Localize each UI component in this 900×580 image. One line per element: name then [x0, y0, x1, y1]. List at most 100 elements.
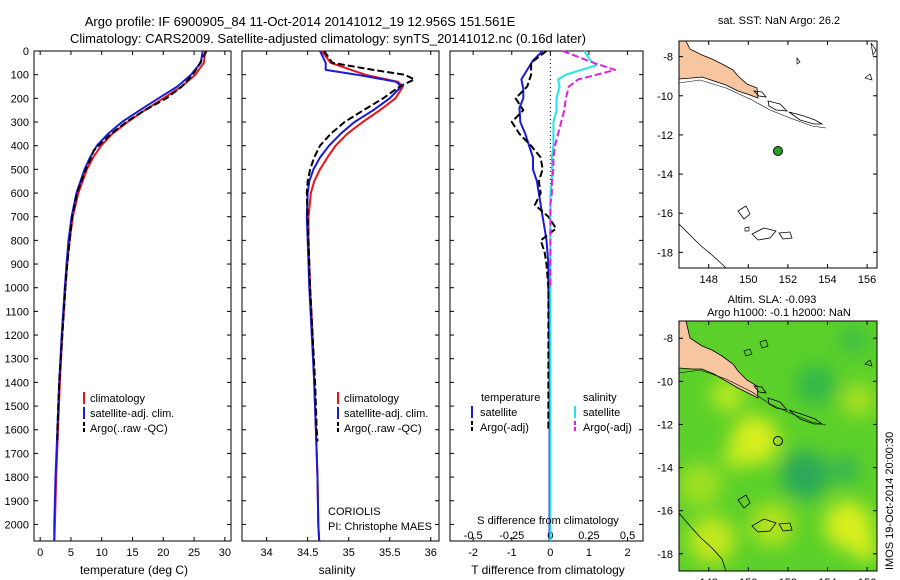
map-y-tick-label: -16 [657, 208, 673, 220]
y-tick-label: 300 [11, 117, 29, 129]
series-line-argo [305, 50, 416, 442]
x-tick-label: 35 [343, 547, 355, 559]
map-y-tick-label: -16 [657, 506, 673, 518]
series-line-argo [56, 50, 208, 442]
y-tick-label: 0 [23, 46, 29, 58]
legend-header-temperature: temperature [481, 392, 540, 404]
x-tick-label: 36 [425, 547, 437, 559]
x-tick-label: 1 [586, 547, 592, 559]
x-tick-label: 5 [68, 547, 74, 559]
x-tick-label: 20 [157, 547, 169, 559]
island-small-3 [752, 90, 767, 98]
y-tick-label: 800 [11, 235, 29, 247]
map-x-tick-label: 156 [858, 274, 876, 286]
island-small-1 [767, 100, 789, 112]
x-tick-label: 30 [219, 547, 231, 559]
imos-timestamp: IMOS 19-Oct-2014 20:00:30 [884, 432, 896, 570]
sla-map-axes: 148 150 152 154 156 -8 -10 -12 -14 -16 -18 [657, 321, 877, 580]
x-tick-label: 34 [261, 547, 273, 559]
secondary-x-tick-label: -0.5 [464, 530, 483, 542]
y-tick-label: 1900 [5, 496, 29, 508]
y-tick-label: 900 [11, 259, 29, 271]
y-tick-label: 2000 [5, 519, 29, 531]
series-line-t-satellite [518, 50, 551, 541]
sla-map-title-line-1: Altim. SLA: -0.093 [728, 294, 817, 306]
island-small-3 [753, 385, 767, 394]
salinity-plot-frame [241, 50, 440, 542]
map-y-tick-label: -14 [657, 169, 673, 181]
float-position-marker-sla [773, 436, 783, 446]
x-tick-label: 0 [37, 547, 43, 559]
coast-australia [679, 223, 727, 268]
series-line-s-argo [549, 50, 617, 288]
title-line-1: Argo profile: IF 6900905_84 11-Oct-2014 … [85, 14, 516, 29]
map-y-tick-label: -14 [657, 463, 673, 475]
sst-map-axes: 148 150 152 154 156 -8 -10 -12 -14 -16 -18 [657, 41, 877, 286]
x-tick-label: 0 [547, 547, 553, 559]
difference-xlabel: T difference from climatology [471, 563, 625, 577]
x-tick-label: -2 [468, 547, 478, 559]
map-y-tick-label: -18 [657, 549, 673, 561]
legend-label-climatology: climatology [90, 393, 146, 405]
credit-coriolis: CORIOLIS [328, 506, 381, 518]
salinity-legend: climatology satellite-adj. clim. Argo(..… [337, 392, 428, 435]
x-tick-label: 15 [126, 547, 138, 559]
island-on-land-1 [743, 348, 753, 357]
legend-label-t-satellite: satellite [480, 407, 517, 419]
shelf-contour [679, 79, 827, 129]
island-on-land-2 [759, 339, 769, 349]
legend-label-satellite: satellite-adj. clim. [90, 408, 174, 420]
island-louisiade-2 [751, 518, 777, 533]
island-louisiade-3 [778, 522, 793, 532]
map-x-tick-label: 150 [739, 577, 757, 580]
series-line-climatology [53, 50, 207, 542]
legend-label-climatology: climatology [344, 393, 400, 405]
legend-header-salinity: salinity [583, 392, 617, 404]
series-line-t-argo [510, 50, 558, 430]
temperature-xlabel: temperature (deg C) [80, 563, 188, 577]
island-louisiade-1 [737, 494, 751, 509]
sst-map-title: sat. SST: NaN Argo: 26.2 [718, 15, 840, 27]
sla-map [679, 321, 877, 571]
x-tick-label: 34.5 [297, 547, 318, 559]
coast-australia [679, 512, 727, 571]
legend-label-argo: Argo(..raw -QC) [344, 423, 422, 435]
sst-map-frame [678, 40, 878, 269]
secondary-x-tick-label: 0.5 [620, 530, 635, 542]
series-line-satellite [305, 50, 403, 542]
map-x-tick-label: 152 [779, 274, 797, 286]
map-y-tick-label: -8 [663, 333, 673, 345]
map-y-tick-label: -12 [657, 419, 673, 431]
difference-legend: temperature salinity satellite Argo(-adj… [471, 392, 632, 434]
island-louisiade-3 [778, 231, 793, 240]
depth-axis-labels: 0 100 200 300 400 500 600 700 800 900 1000 1100 1200… [5, 46, 29, 531]
y-tick-label: 1000 [5, 283, 29, 295]
legend-label-s-argo: Argo(-adj) [583, 422, 632, 434]
sla-map-frame [678, 320, 878, 572]
map-x-tick-label: 154 [818, 577, 836, 580]
series-line-satellite [53, 50, 204, 541]
y-tick-label: 400 [11, 141, 29, 153]
y-tick-label: 1700 [5, 448, 29, 460]
secondary-x-tick-label: 0.25 [578, 530, 599, 542]
x-tick-label: 25 [188, 547, 200, 559]
difference-secondary-xlabel: S difference from climatology [477, 515, 619, 527]
x-tick-label: -1 [507, 547, 517, 559]
legend-label-s-satellite: satellite [583, 407, 620, 419]
sla-map-title-line-2: Argo h1000: -0.1 h2000: NaN [707, 307, 851, 319]
y-tick-label: 600 [11, 188, 29, 200]
difference-panel: -2 -1 0 1 2-0.5 -0.25 0 0.25 0.5 [450, 50, 643, 559]
map-x-tick-label: 148 [700, 577, 718, 580]
island-east-1 [864, 359, 873, 367]
map-x-tick-label: 150 [739, 274, 757, 286]
salinity-xlabel: salinity [319, 563, 356, 577]
legend-label-t-argo: Argo(-adj) [480, 422, 529, 434]
salinity-panel: 34 34.5 35 35.5 36 [242, 50, 439, 559]
map-x-tick-label: 156 [858, 577, 876, 580]
map-x-tick-label: 154 [818, 274, 836, 286]
y-tick-label: 1500 [5, 401, 29, 413]
island-east-3 [796, 56, 801, 65]
title-line-2: Climatology: CARS2009. Satellite-adjuste… [70, 31, 586, 46]
series-line-climatology [307, 50, 404, 542]
